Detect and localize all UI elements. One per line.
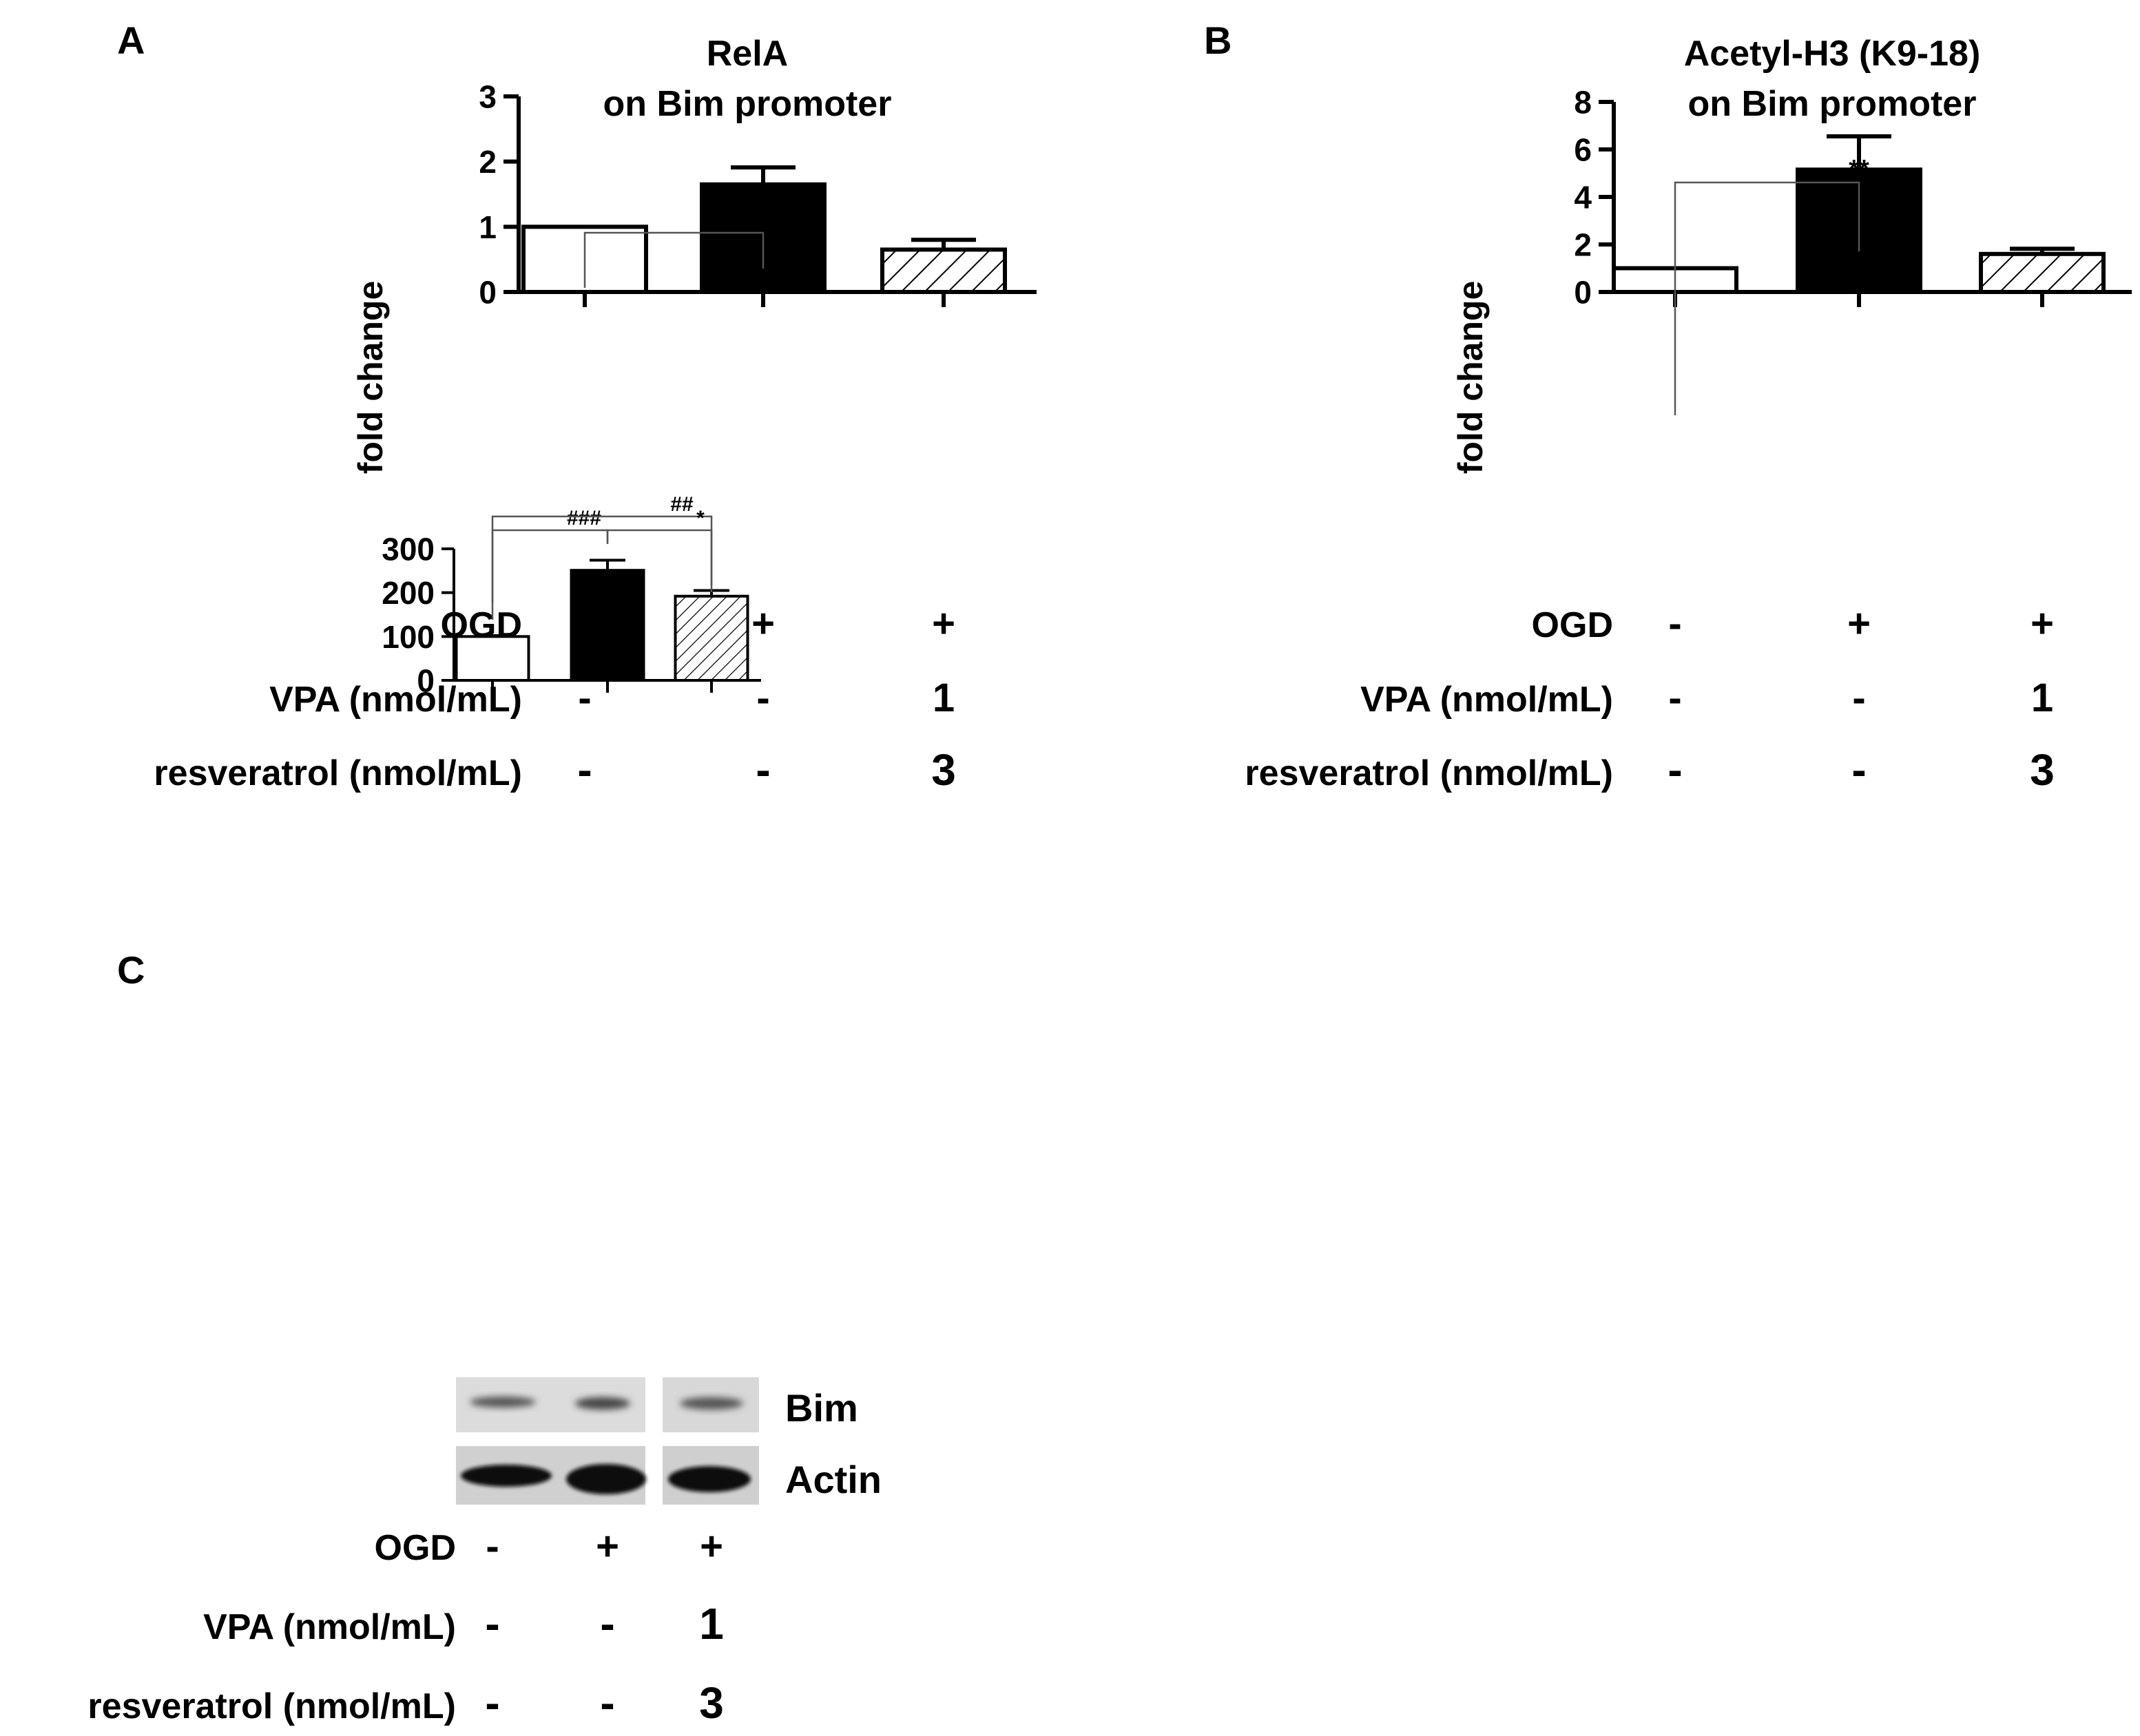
chart-b-cond-value: - (1668, 676, 1681, 720)
chart-c-cond-value: 1 (699, 1599, 724, 1649)
chart-c-cond-label-resveratrol: resveratrol (nmol/mL) (87, 1686, 456, 1726)
chart-b-y-tick-label: 8 (1574, 85, 1592, 121)
chart-c-y-tick-label: 100 (382, 619, 435, 655)
chart-c-significance-label: ## (670, 493, 694, 516)
chart-c-cond-value: + (700, 1524, 723, 1569)
chart-a-cond-label-resveratrol: resveratrol (nmol/mL) (154, 753, 522, 793)
chart-b-significance-bracket (1674, 181, 1860, 415)
western-blot-bim (456, 1377, 759, 1432)
chart-b-significance-label: ** (1849, 155, 1869, 184)
chart-a-bar-3 (880, 247, 1007, 295)
chart-c-y-tick-label: 300 (382, 532, 435, 567)
chart-c-bar-3 (674, 594, 749, 682)
chart-a-cond-value: + (932, 601, 955, 646)
chart-b-y-tick-label: 0 (1574, 275, 1592, 311)
western-blot-actin (456, 1446, 759, 1505)
chart-c-cond-value: 3 (699, 1678, 724, 1728)
chart-c-cond-value: - (600, 1678, 614, 1728)
chart-c-y-tick-label: 200 (382, 575, 435, 611)
chart-b-title-line-2: on Bim promoter (1688, 84, 1977, 124)
chart-c-bar-2 (570, 569, 645, 682)
chart-a-cond-value: 3 (931, 745, 956, 795)
chart-a-y-label: fold change (351, 281, 390, 474)
chart-a-significance-label: * (742, 196, 753, 225)
chart-b-title-line-1: Acetyl-H3 (K9-18) (1684, 34, 1981, 74)
chart-a-y-tick-label: 1 (479, 209, 497, 245)
chart-b-cond-value: + (1847, 601, 1871, 646)
chart-b-cond-value: - (1852, 676, 1865, 720)
chart-a-cond-value: - (578, 676, 591, 720)
chart-a-y-tick-label: 2 (479, 144, 497, 180)
chart-b-y-tick-label: 4 (1574, 180, 1592, 216)
chart-c-cond-value: - (485, 1599, 499, 1649)
chart-b-bar-3 (1979, 251, 2106, 294)
chart-c-cond-label-vpa: VPA (nmol/mL) (203, 1607, 456, 1647)
chart-b-cond-value: 3 (2030, 745, 2055, 795)
chart-a-title-line-2: on Bim promoter (603, 84, 892, 124)
chart-b-y-tick-label: 6 (1574, 132, 1592, 168)
chart-a-cond-value: - (756, 676, 769, 720)
chart-b-cond-label-vpa: VPA (nmol/mL) (1360, 680, 1613, 720)
chart-c-bar-1 (455, 635, 530, 682)
chart-a-y-tick-label: 0 (479, 275, 497, 311)
chart-b-cond-label-ogd: OGD (1532, 605, 1613, 645)
panel-label-b: B (1204, 19, 1232, 62)
chart-c-significance-bracket (606, 529, 713, 592)
chart-a-y-tick-label: 3 (479, 79, 497, 115)
chart-c-cond-value: - (486, 1524, 499, 1569)
chart-c-y-tick-label: 0 (417, 663, 435, 699)
chart-b-cond-label-resveratrol: resveratrol (nmol/mL) (1245, 753, 1613, 793)
chart-c-cond-value: + (596, 1524, 619, 1569)
chart-b-cond-value: - (1851, 745, 1866, 795)
panel-label-a: A (117, 19, 145, 62)
chart-b-cond-value: + (2030, 601, 2054, 646)
blot-label-actin: Actin (785, 1458, 882, 1501)
chart-a-cond-value: + (751, 601, 775, 646)
chart-b-cond-value: 1 (2031, 676, 2053, 720)
chart-c-cond-value: - (600, 1599, 614, 1649)
chart-b-y-label: fold change (1451, 281, 1490, 474)
panel-label-c: C (117, 948, 145, 992)
blot-label-bim: Bim (785, 1386, 858, 1430)
chart-a-cond-value: - (756, 745, 770, 795)
chart-c-cond-label-ogd: OGD (375, 1528, 456, 1568)
chart-c-significance-label: ### (567, 507, 601, 530)
chart-b-cond-value: - (1668, 745, 1682, 795)
chart-a-significance-bracket (583, 231, 765, 288)
chart-a-cond-value: - (577, 745, 592, 795)
chart-b-y-tick-label: 2 (1574, 227, 1592, 263)
chart-b: Acetyl-H3 (K9-18) on Bim promoter fold c… (1245, 34, 2132, 795)
chart-a-cond-label-vpa: VPA (nmol/mL) (269, 680, 522, 720)
chart-c-significance-label: * (696, 507, 705, 530)
chart-c-cond-value: - (485, 1678, 499, 1728)
chart-a-title-line-1: RelA (707, 34, 788, 74)
chart-b-cond-value: - (1668, 601, 1681, 646)
chart-a-cond-value: 1 (933, 676, 955, 720)
